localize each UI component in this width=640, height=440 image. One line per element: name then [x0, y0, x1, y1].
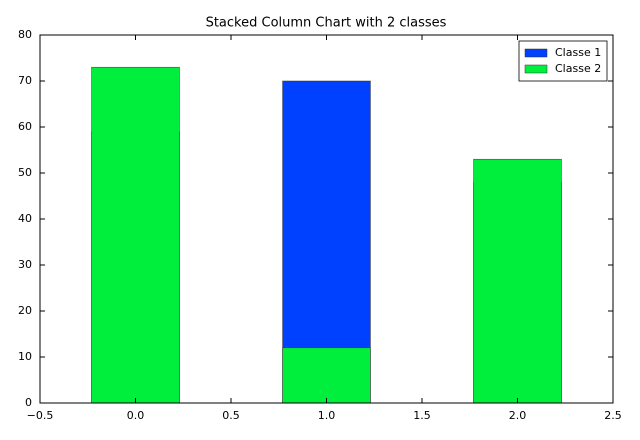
- x-tick-label: 1.5: [413, 409, 431, 422]
- bar: [282, 347, 371, 404]
- chart-title: Stacked Column Chart with 2 classes: [206, 16, 447, 31]
- y-tick-label: 80: [18, 28, 32, 41]
- x-tick-label: 2.5: [604, 409, 622, 422]
- bar: [473, 158, 562, 404]
- x-tick-label: 0.0: [127, 409, 145, 422]
- x-tick-label: 2.0: [509, 409, 527, 422]
- legend-swatch: [524, 48, 548, 58]
- y-tick-label: 0: [25, 396, 32, 409]
- x-tick-label: 1.0: [318, 409, 336, 422]
- y-tick-label: 50: [18, 166, 32, 179]
- y-tick-label: 40: [18, 212, 32, 225]
- legend-swatch: [524, 64, 548, 74]
- y-tick-label: 60: [18, 120, 32, 133]
- x-tick-label: −0.5: [27, 409, 54, 422]
- bar: [91, 66, 180, 404]
- x-tick-label: 0.5: [222, 409, 240, 422]
- y-tick-label: 70: [18, 74, 32, 87]
- y-tick-label: 10: [18, 350, 32, 363]
- legend-box: [518, 40, 608, 82]
- y-tick-label: 20: [18, 304, 32, 317]
- legend-label: Classe 1: [555, 46, 601, 59]
- y-tick-label: 30: [18, 258, 32, 271]
- legend-label: Classe 2: [555, 62, 601, 75]
